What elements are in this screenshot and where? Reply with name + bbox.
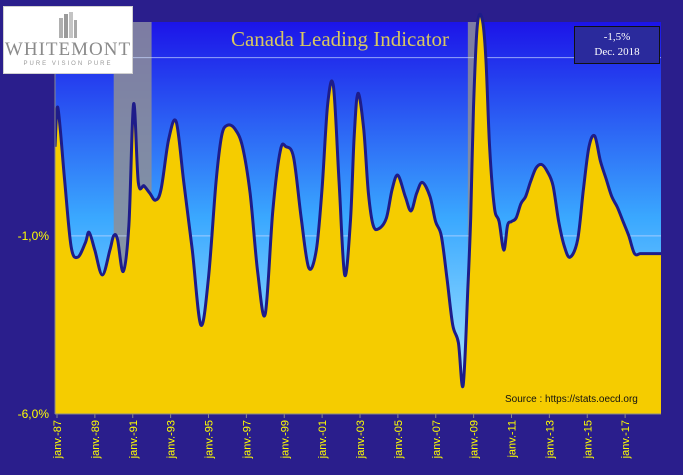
chart-title: Canada Leading Indicator (230, 27, 450, 51)
logo-tagline: PURE VISION PURE (23, 61, 113, 67)
building-logo-icon (59, 12, 77, 38)
x-tick-label: janv.-97 (241, 420, 253, 459)
x-tick-label: janv.-95 (204, 420, 216, 459)
x-tick-label: janv.-91 (128, 420, 140, 459)
x-tick-label: janv.-17 (620, 420, 632, 459)
whitemont-logo: WHITEMONT PURE VISION PURE (3, 6, 133, 74)
logo-wordmark: WHITEMONT (4, 39, 132, 60)
y-tick-label: -6,0% (18, 407, 50, 421)
indicator-line (53, 12, 661, 389)
y-tick-label: -1,0% (18, 229, 50, 243)
x-axis-ticks: janv.-87 janv.-89 janv.-91 janv.-93 janv.-95… (52, 414, 632, 459)
x-tick-label: janv.-07 (431, 420, 443, 459)
x-tick-label: janv.-93 (166, 420, 178, 459)
latest-value-box: -1,5% Dec. 2018 (574, 26, 660, 64)
x-tick-label: janv.-89 (90, 420, 102, 459)
latest-value: -1,5% (603, 31, 631, 43)
source-note: Source : https://stats.oecd.org (505, 394, 638, 405)
x-tick-label: janv.-11 (507, 420, 519, 459)
x-tick-label: janv.-87 (52, 420, 64, 459)
x-tick-label: janv.-15 (582, 420, 594, 459)
x-tick-label: janv.-05 (393, 420, 405, 459)
indicator-area (55, 14, 661, 414)
x-tick-label: janv.-99 (279, 420, 291, 459)
x-tick-label: janv.-01 (317, 420, 329, 459)
x-tick-label: janv.-13 (544, 420, 556, 459)
latest-date: Dec. 2018 (594, 46, 640, 58)
x-tick-label: janv.-09 (469, 420, 481, 459)
x-tick-label: janv.-03 (355, 420, 367, 459)
